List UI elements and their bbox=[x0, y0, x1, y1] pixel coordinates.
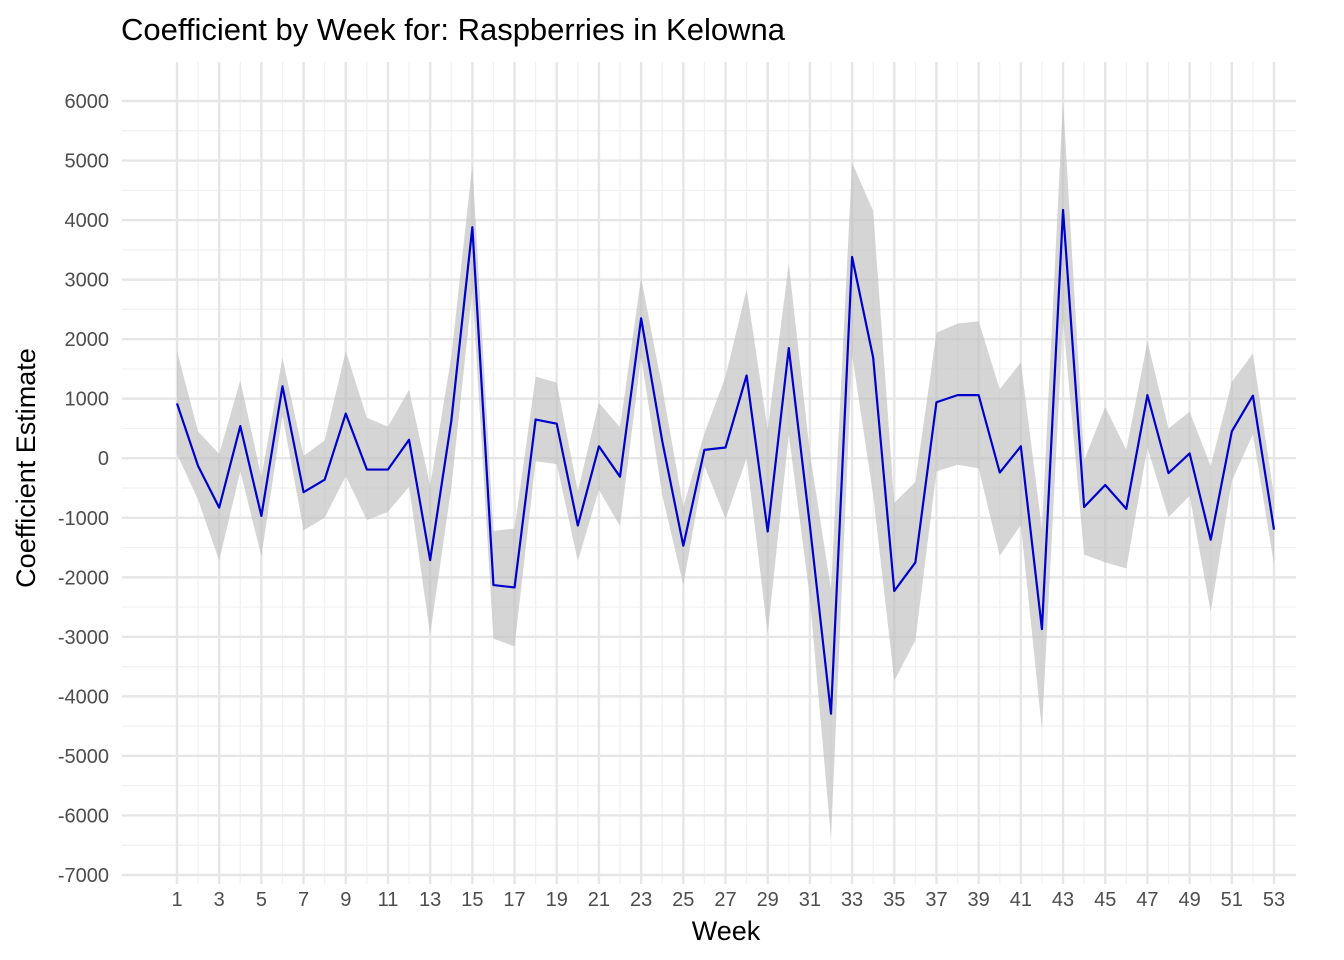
coefficient-line bbox=[175, 208, 1276, 715]
y-tick-label: -5000 bbox=[58, 746, 109, 768]
y-tick-label: 3000 bbox=[65, 270, 110, 292]
x-tick-label: 7 bbox=[298, 889, 309, 911]
y-axis-tick-labels: 6000 5000 4000 3000 2000 1000 0 -1000 -2000 -3000… bbox=[58, 91, 109, 887]
x-tick-label: 13 bbox=[419, 889, 441, 911]
x-tick-label: 1 bbox=[171, 889, 182, 911]
y-tick-label: -1000 bbox=[58, 508, 109, 530]
x-tick-label: 23 bbox=[630, 889, 652, 911]
y-tick-label: -6000 bbox=[58, 805, 109, 827]
confidence-band bbox=[177, 100, 1274, 839]
x-tick-label: 45 bbox=[1094, 889, 1116, 911]
y-tick-label: 6000 bbox=[65, 91, 110, 113]
y-tick-label: -7000 bbox=[58, 865, 109, 887]
y-tick-label: -3000 bbox=[58, 627, 109, 649]
x-tick-label: 43 bbox=[1052, 889, 1074, 911]
y-axis-title: Coefficient Estimate bbox=[11, 348, 41, 588]
x-tick-label: 41 bbox=[1010, 889, 1032, 911]
x-tick-label: 33 bbox=[841, 889, 863, 911]
x-axis-title: Week bbox=[692, 916, 761, 946]
x-tick-label: 35 bbox=[883, 889, 905, 911]
y-tick-label: 2000 bbox=[65, 329, 110, 351]
y-tick-label: 1000 bbox=[65, 389, 110, 411]
y-tick-label: 0 bbox=[98, 448, 109, 470]
x-tick-label: 21 bbox=[588, 889, 610, 911]
x-tick-label: 15 bbox=[461, 889, 483, 911]
x-tick-label: 31 bbox=[799, 889, 821, 911]
x-tick-label: 19 bbox=[546, 889, 568, 911]
x-tick-label: 25 bbox=[672, 889, 694, 911]
y-tick-label: 5000 bbox=[65, 151, 110, 173]
y-tick-label: -2000 bbox=[58, 567, 109, 589]
x-tick-label: 37 bbox=[925, 889, 947, 911]
coefficient-line-layer bbox=[175, 208, 1276, 715]
y-tick-label: 4000 bbox=[65, 210, 110, 232]
x-tick-label: 47 bbox=[1136, 889, 1158, 911]
x-tick-label: 51 bbox=[1221, 889, 1243, 911]
y-tick-label: -4000 bbox=[58, 686, 109, 708]
x-tick-label: 39 bbox=[968, 889, 990, 911]
x-tick-label: 3 bbox=[214, 889, 225, 911]
x-tick-label: 53 bbox=[1263, 889, 1285, 911]
x-tick-label: 29 bbox=[757, 889, 779, 911]
x-tick-label: 49 bbox=[1178, 889, 1200, 911]
x-tick-label: 27 bbox=[714, 889, 736, 911]
confidence-band-layer bbox=[177, 100, 1274, 839]
x-tick-label: 17 bbox=[503, 889, 525, 911]
x-axis-tick-labels: 1 3 5 7 9 11 13 15 17 19 21 23 25 27 29 31 33 35 37 39 41 43 4… bbox=[171, 889, 1285, 911]
x-tick-label: 9 bbox=[340, 889, 351, 911]
x-tick-label: 11 bbox=[378, 889, 399, 911]
x-tick-label: 5 bbox=[256, 889, 267, 911]
chart-title: Coefficient by Week for: Raspberries in … bbox=[121, 12, 786, 47]
